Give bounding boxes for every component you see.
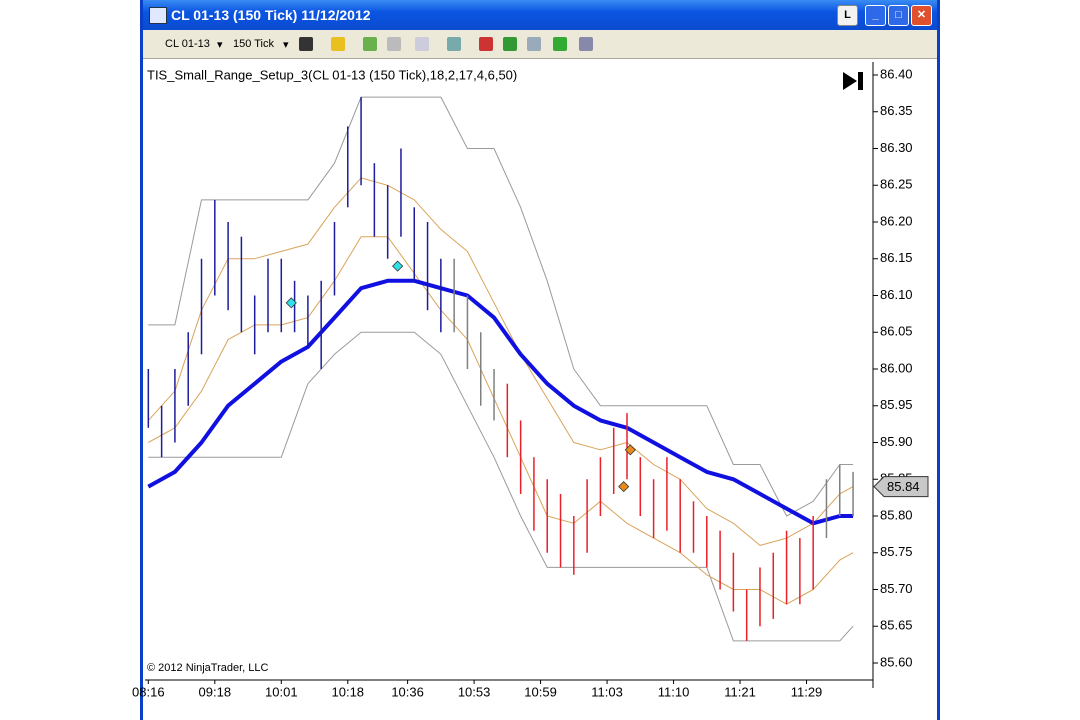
x-tick-label: 10:59 bbox=[524, 684, 557, 699]
x-tick-label: 09:18 bbox=[199, 684, 232, 699]
y-tick-label: 86.00 bbox=[880, 360, 913, 375]
pointer-button[interactable] bbox=[415, 37, 429, 51]
scroll-end-button[interactable] bbox=[843, 72, 863, 90]
y-tick-label: 86.15 bbox=[880, 250, 913, 265]
plot-area bbox=[145, 62, 873, 688]
y-tick-label: 85.65 bbox=[880, 618, 913, 633]
properties-button[interactable] bbox=[503, 37, 517, 51]
copyright: © 2012 NinjaTrader, LLC bbox=[147, 662, 268, 674]
x-tick-label: 11:21 bbox=[724, 684, 756, 699]
indicator-button[interactable] bbox=[363, 37, 377, 51]
y-tick-label: 86.25 bbox=[880, 177, 913, 192]
x-tick-label: 11:29 bbox=[791, 684, 823, 699]
y-tick-label: 86.10 bbox=[880, 287, 913, 302]
strategy-button[interactable] bbox=[387, 37, 401, 51]
instrument-selector[interactable]: CL 01-13 bbox=[165, 38, 210, 50]
chart-title: TIS_Small_Range_Setup_3(CL 01-13 (150 Ti… bbox=[147, 67, 517, 82]
chart-trader-button[interactable] bbox=[527, 37, 541, 51]
signal-marker bbox=[618, 481, 630, 493]
y-tick-label: 86.05 bbox=[880, 324, 913, 339]
signal-marker bbox=[285, 297, 297, 309]
layout-button[interactable]: L bbox=[837, 5, 858, 26]
zoom-button[interactable] bbox=[447, 37, 461, 51]
interval-selector[interactable]: 150 Tick bbox=[233, 38, 274, 50]
y-tick-label: 85.75 bbox=[880, 544, 913, 559]
x-tick-label: 11:03 bbox=[591, 684, 623, 699]
y-tick-label: 85.95 bbox=[880, 397, 913, 412]
dollar-button[interactable] bbox=[553, 37, 567, 51]
moving-average-line bbox=[147, 278, 854, 526]
y-tick-label: 85.90 bbox=[880, 434, 913, 449]
y-tick-label: 85.80 bbox=[880, 507, 913, 522]
signal-marker bbox=[392, 260, 404, 272]
dropdown-arrow[interactable]: ▾ bbox=[283, 39, 289, 51]
toolbar: CL 01-13 ▾ 150 Tick ▾ bbox=[143, 30, 937, 59]
y-tick-label: 85.60 bbox=[880, 654, 913, 669]
dropdown-arrow[interactable]: ▾ bbox=[217, 39, 223, 51]
x-tick-label: 10:53 bbox=[458, 684, 491, 699]
y-tick-label: 86.40 bbox=[880, 66, 913, 81]
x-tick-label: 11:10 bbox=[658, 684, 690, 699]
y-tick-label: 85.70 bbox=[880, 581, 913, 596]
x-tick-label: 08:16 bbox=[132, 684, 165, 699]
x-tick-label: 10:36 bbox=[391, 684, 424, 699]
signal-marker bbox=[624, 444, 636, 456]
window-title: CL 01-13 (150 Tick) 11/12/2012 bbox=[171, 7, 371, 23]
band-line bbox=[148, 96, 854, 517]
y-tick-label: 86.20 bbox=[880, 213, 913, 228]
band-line bbox=[147, 177, 854, 546]
data-box-button[interactable] bbox=[479, 37, 493, 51]
x-tick-label: 10:18 bbox=[332, 684, 365, 699]
last-price-label: 85.84 bbox=[887, 479, 920, 494]
bar-style-button[interactable] bbox=[299, 37, 313, 51]
close-button[interactable]: ✕ bbox=[911, 5, 932, 26]
template-button[interactable] bbox=[579, 37, 593, 51]
maximize-button[interactable]: □ bbox=[888, 5, 909, 26]
last-price-flag bbox=[873, 476, 929, 498]
y-tick-label: 86.35 bbox=[880, 103, 913, 118]
x-tick-label: 10:01 bbox=[265, 684, 298, 699]
draw-button[interactable] bbox=[331, 37, 345, 51]
title-bar: CL 01-13 (150 Tick) 11/12/2012 L _ □ ✕ bbox=[143, 0, 937, 30]
minimize-button[interactable]: _ bbox=[865, 5, 886, 26]
app-icon bbox=[149, 7, 167, 24]
y-tick-label: 86.30 bbox=[880, 140, 913, 155]
